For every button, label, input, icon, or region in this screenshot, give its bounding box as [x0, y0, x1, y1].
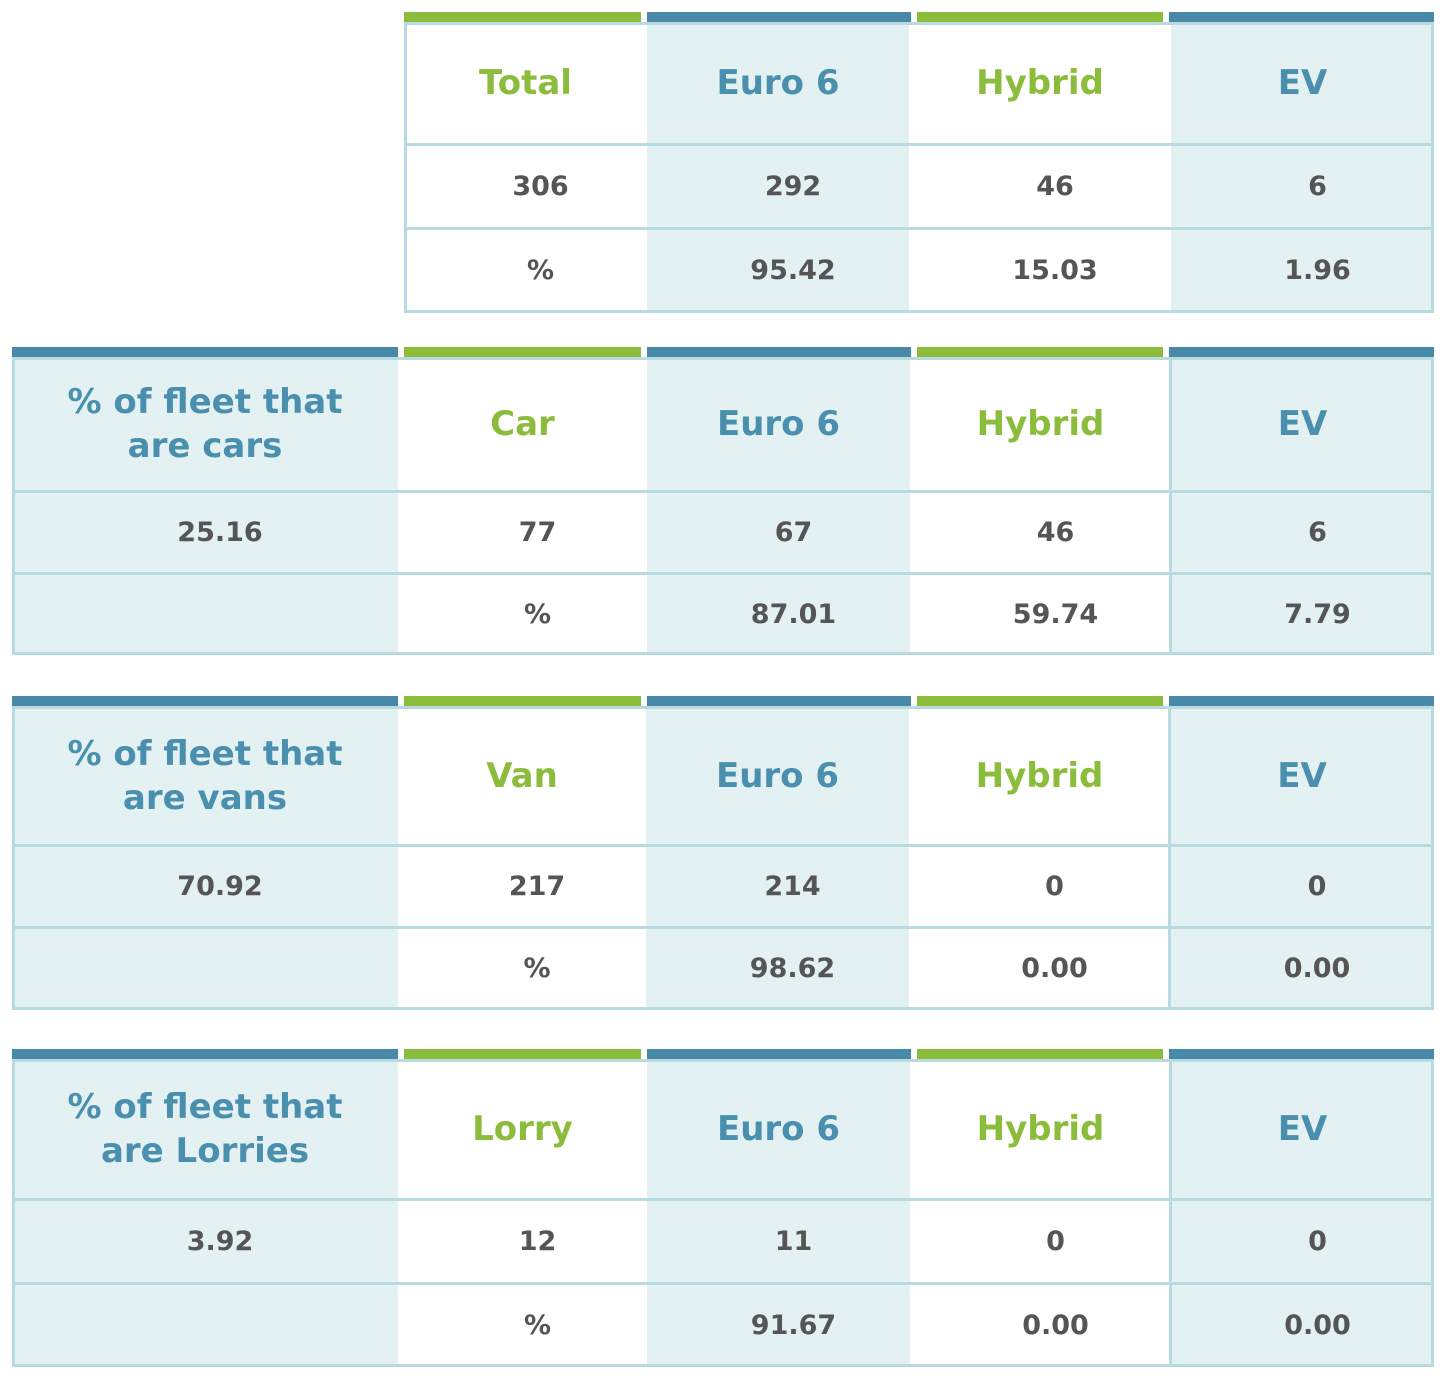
fleet-share-value: 25.16 — [12, 491, 398, 573]
percent-cell: 95.42 — [647, 228, 909, 312]
count-cell: 11 — [647, 1199, 910, 1283]
column-header-euro6: Euro 6 — [646, 706, 909, 845]
row-divider — [404, 227, 1434, 230]
row-divider — [12, 490, 1434, 493]
blue-accent-bar — [12, 696, 398, 706]
column-header-car: Car — [398, 357, 647, 491]
count-cell: 0 — [1170, 845, 1434, 927]
blue-accent-bar — [1169, 696, 1434, 706]
column-header-hybrid: Hybrid — [909, 22, 1171, 144]
percent-cell: 0.00 — [1170, 927, 1434, 1010]
row-divider — [404, 143, 1434, 146]
row-divider — [12, 926, 1434, 929]
percent-cell: 59.74 — [910, 573, 1171, 655]
green-accent-bar — [404, 1049, 641, 1059]
column-divider — [1169, 1059, 1172, 1367]
green-accent-bar — [404, 12, 641, 22]
count-cell: 77 — [398, 491, 647, 573]
row-divider — [12, 1198, 1434, 1201]
column-header-ev: EV — [1171, 357, 1434, 491]
percent-cell: 91.67 — [647, 1283, 910, 1367]
fleet-share-label: % of fleet that are cars — [12, 357, 398, 491]
count-cell: 0 — [1171, 1199, 1434, 1283]
column-header-hybrid: Hybrid — [910, 357, 1171, 491]
percent-cell: 0.00 — [909, 927, 1170, 1010]
count-cell: 0 — [910, 1199, 1171, 1283]
percent-cell: 98.62 — [646, 927, 909, 1010]
percent-cell: 87.01 — [647, 573, 910, 655]
row-divider — [12, 572, 1434, 575]
blue-accent-bar — [1169, 347, 1434, 357]
blue-accent-bar — [1169, 12, 1434, 22]
blue-accent-bar — [1169, 1049, 1434, 1059]
green-accent-bar — [917, 12, 1163, 22]
count-cell: 6 — [1171, 491, 1434, 573]
percent-label: % — [404, 228, 647, 312]
column-divider — [1169, 357, 1172, 655]
column-header-euro6: Euro 6 — [647, 357, 910, 491]
column-header-ev: EV — [1171, 22, 1434, 144]
empty-cell — [12, 573, 398, 655]
column-header-van: Van — [398, 706, 646, 845]
blue-accent-bar — [647, 696, 911, 706]
green-accent-bar — [917, 347, 1163, 357]
percent-cell: 0.00 — [1171, 1283, 1434, 1367]
percent-cell: 0.00 — [910, 1283, 1171, 1367]
fleet-share-label: % of fleet that are vans — [12, 706, 398, 845]
fleet-share-label: % of fleet that are Lorries — [12, 1059, 398, 1199]
blue-accent-bar — [647, 347, 911, 357]
green-accent-bar — [404, 696, 641, 706]
blue-accent-bar — [12, 347, 398, 357]
count-cell: 292 — [647, 144, 909, 228]
row-divider — [12, 1282, 1434, 1285]
empty-cell — [12, 927, 398, 1010]
count-cell: 46 — [910, 491, 1171, 573]
count-cell: 217 — [398, 845, 646, 927]
empty-cell — [12, 1283, 398, 1367]
blue-accent-bar — [647, 12, 911, 22]
green-accent-bar — [917, 1049, 1163, 1059]
green-accent-bar — [404, 347, 641, 357]
count-cell: 306 — [404, 144, 647, 228]
percent-cell: 15.03 — [909, 228, 1171, 312]
blue-accent-bar — [647, 1049, 911, 1059]
fleet-share-value: 70.92 — [12, 845, 398, 927]
count-cell: 214 — [646, 845, 909, 927]
count-cell: 67 — [647, 491, 910, 573]
column-header-lorry: Lorry — [398, 1059, 647, 1199]
column-header-ev: EV — [1170, 706, 1434, 845]
count-cell: 12 — [398, 1199, 647, 1283]
percent-label: % — [398, 1283, 647, 1367]
count-cell: 0 — [909, 845, 1170, 927]
percent-cell: 7.79 — [1171, 573, 1434, 655]
column-header-euro6: Euro 6 — [647, 22, 909, 144]
column-header-hybrid: Hybrid — [910, 1059, 1171, 1199]
count-cell: 6 — [1171, 144, 1434, 228]
column-header-ev: EV — [1171, 1059, 1434, 1199]
count-cell: 46 — [909, 144, 1171, 228]
percent-cell: 1.96 — [1171, 228, 1434, 312]
row-divider — [12, 844, 1434, 847]
column-header-hybrid: Hybrid — [909, 706, 1170, 845]
column-header-total: Total — [404, 22, 647, 144]
percent-label: % — [398, 927, 646, 1010]
green-accent-bar — [917, 696, 1163, 706]
column-divider — [1168, 706, 1171, 1010]
blue-accent-bar — [12, 1049, 398, 1059]
fleet-share-value: 3.92 — [12, 1199, 398, 1283]
column-header-euro6: Euro 6 — [647, 1059, 910, 1199]
percent-label: % — [398, 573, 647, 655]
